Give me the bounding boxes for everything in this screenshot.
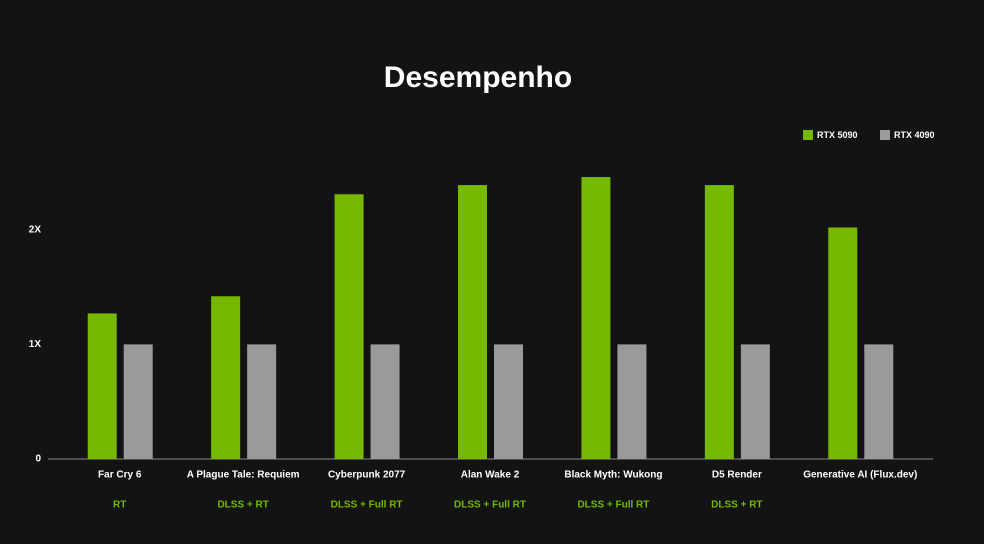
x-tick-label: A Plague Tale: Requiem <box>187 470 300 481</box>
x-tick-label: Generative AI (Flux.dev) <box>803 470 917 481</box>
bar <box>247 344 277 459</box>
bar <box>123 344 153 459</box>
legend-swatch <box>880 130 890 140</box>
y-tick-label: 2X <box>29 224 42 235</box>
bar <box>864 344 894 459</box>
bar <box>334 194 364 459</box>
bar <box>617 344 647 459</box>
x-subcategory-label: DLSS + Full RT <box>331 500 403 511</box>
bar <box>458 185 487 460</box>
bar <box>828 227 858 459</box>
legend-swatch <box>803 130 813 140</box>
x-subcategory-label: DLSS + RT <box>217 500 268 511</box>
y-tick-label: 1X <box>29 339 42 350</box>
bar <box>740 344 770 459</box>
x-subcategory-label: RT <box>113 500 126 511</box>
x-subcategory-label: DLSS + Full RT <box>577 500 649 511</box>
x-tick-label: Far Cry 6 <box>98 470 142 481</box>
bar <box>494 344 523 459</box>
bar <box>704 185 734 460</box>
bar <box>211 296 241 459</box>
x-tick-label: Black Myth: Wukong <box>564 470 662 481</box>
x-tick-label: D5 Render <box>712 470 762 481</box>
x-subcategory-label: DLSS + Full RT <box>454 500 526 511</box>
chart-title: Desempenho <box>384 61 572 94</box>
x-subcategory-label: DLSS + RT <box>711 500 762 511</box>
bar <box>87 313 117 459</box>
legend-label: RTX 4090 <box>894 130 935 140</box>
x-tick-label: Cyberpunk 2077 <box>328 470 406 481</box>
x-tick-label: Alan Wake 2 <box>461 470 520 481</box>
y-tick-label: 0 <box>35 454 41 465</box>
bar <box>581 177 611 460</box>
legend-label: RTX 5090 <box>817 130 858 140</box>
bar <box>370 344 400 459</box>
